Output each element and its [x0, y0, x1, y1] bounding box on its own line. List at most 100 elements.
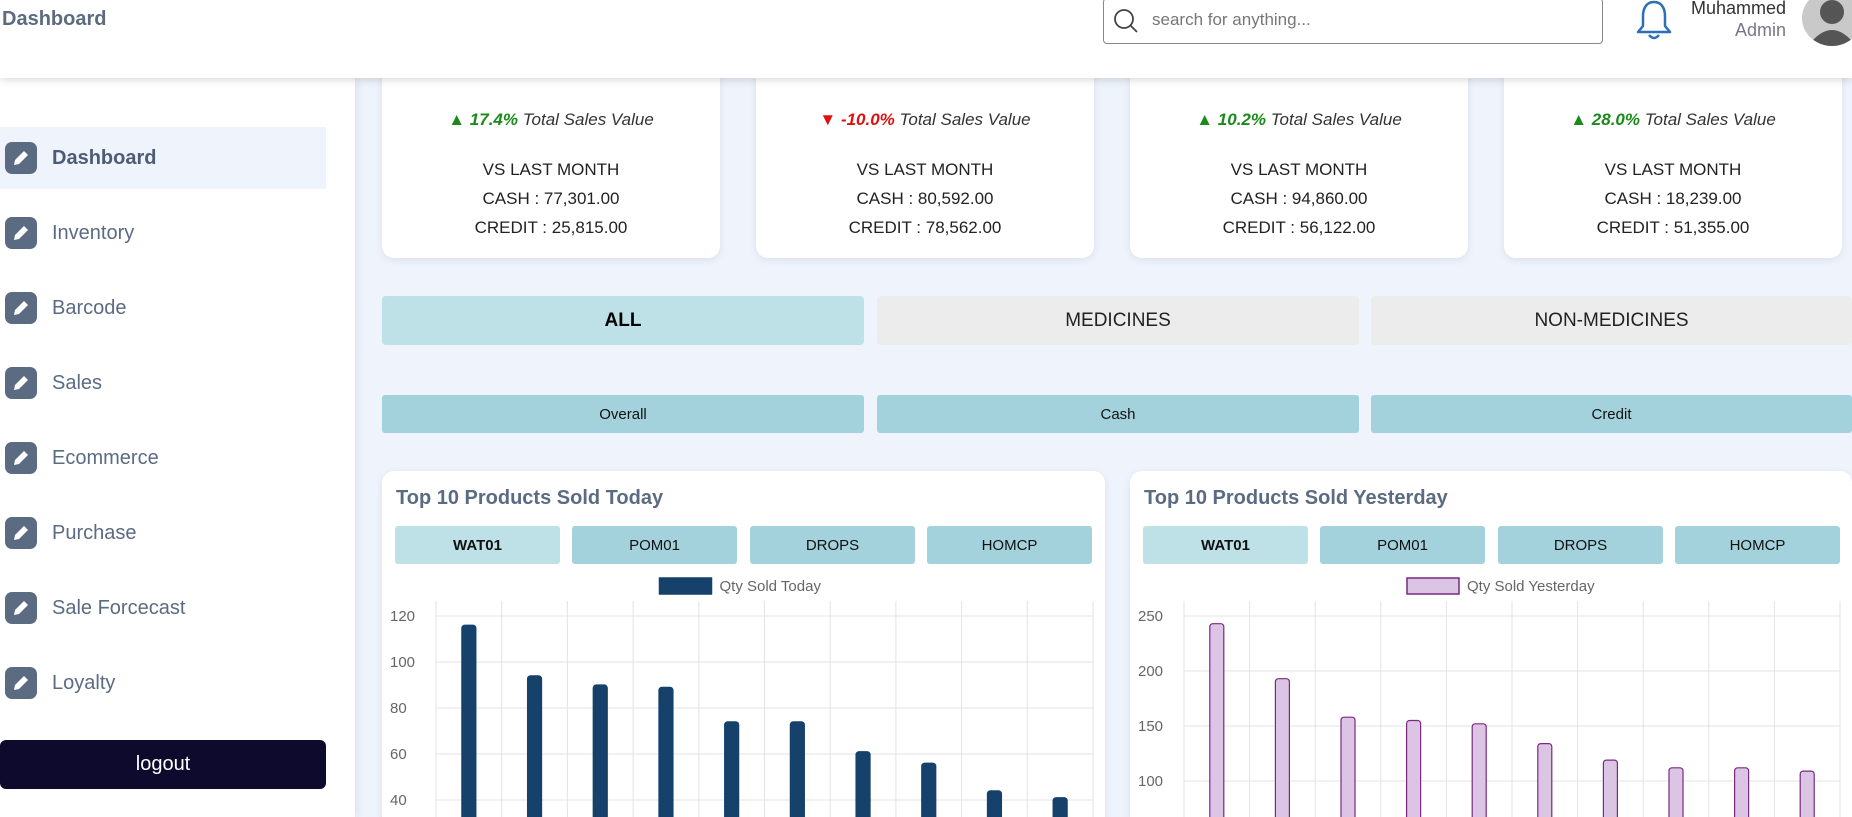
product-tab-drops[interactable]: DROPS	[750, 526, 915, 564]
bar	[1734, 767, 1750, 817]
sales-change: ▲ 10.2% Total Sales Value	[1130, 110, 1468, 130]
subtab-credit[interactable]: Credit	[1371, 395, 1852, 433]
chart-panel-yesterday: Top 10 Products Sold Yesterday WAT01 POM…	[1130, 471, 1852, 817]
edit-icon	[5, 592, 37, 624]
vs-label: VS LAST MONTH	[1230, 160, 1368, 179]
bar	[1274, 678, 1290, 817]
change-percent: 10.2%	[1217, 110, 1266, 129]
sidebar-item-loyalty[interactable]: Loyalty	[0, 652, 326, 714]
change-percent: 17.4%	[469, 110, 518, 129]
vs-label: VS LAST MONTH	[1604, 160, 1742, 179]
user-name: Muhammed	[1690, 0, 1786, 18]
search-icon	[1114, 9, 1138, 33]
y-tick-label: 60	[390, 746, 407, 763]
subtab-overall[interactable]: Overall	[382, 395, 864, 433]
change-label: Total Sales Value	[899, 110, 1031, 129]
stat-card: ▲ 10.2% Total Sales Value VS LAST MONTH …	[1130, 58, 1468, 258]
search-input[interactable]	[1152, 7, 1582, 33]
edit-icon	[5, 367, 37, 399]
y-tick-label: 150	[1138, 718, 1163, 735]
bar	[724, 721, 740, 817]
y-tick-label: 250	[1138, 608, 1163, 625]
product-tab-homcp[interactable]: HOMCP	[927, 526, 1092, 564]
bar	[1602, 759, 1618, 817]
cash-value: CASH : 94,860.00	[1230, 189, 1368, 208]
edit-icon	[5, 292, 37, 324]
product-tab-drops[interactable]: DROPS	[1498, 526, 1663, 564]
sidebar: Dashboard Inventory Barcode Sales Ecomme…	[0, 78, 355, 817]
bar	[1537, 743, 1553, 817]
avatar[interactable]	[1802, 0, 1852, 46]
credit-value: CREDIT : 51,355.00	[1596, 218, 1750, 237]
bar	[1340, 716, 1356, 817]
product-tab-wat01[interactable]: WAT01	[395, 526, 560, 564]
top-header: Dashboard Muhammed Admin	[0, 0, 1852, 78]
arrow-up-icon: ▲	[1570, 110, 1588, 129]
cash-value: CASH : 18,239.00	[1604, 189, 1742, 208]
product-tab-pom01[interactable]: POM01	[572, 526, 737, 564]
bar	[789, 721, 805, 817]
panel-title: Top 10 Products Sold Yesterday	[1144, 487, 1448, 509]
y-tick-label: 40	[390, 792, 407, 809]
bar	[1209, 623, 1225, 817]
sidebar-item-sale-forecast[interactable]: Sale Forcecast	[0, 577, 326, 639]
edit-icon	[5, 667, 37, 699]
product-tab-homcp[interactable]: HOMCP	[1675, 526, 1840, 564]
bar	[855, 751, 871, 817]
page-title: Dashboard	[2, 8, 107, 30]
arrow-up-icon: ▲	[448, 110, 466, 129]
sidebar-item-purchase[interactable]: Purchase	[0, 502, 326, 564]
credit-value: CREDIT : 78,562.00	[848, 218, 1002, 237]
bar	[658, 686, 674, 817]
vs-label: VS LAST MONTH	[482, 160, 620, 179]
sales-change: ▲ 28.0% Total Sales Value	[1504, 110, 1842, 130]
sidebar-item-label: Inventory	[52, 221, 135, 244]
sidebar-item-label: Barcode	[52, 296, 127, 319]
vs-label: VS LAST MONTH	[856, 160, 994, 179]
stat-card: ▲ 17.4% Total Sales Value VS LAST MONTH …	[382, 58, 720, 258]
sidebar-item-label: Sale Forcecast	[52, 596, 186, 619]
tab-medicines[interactable]: MEDICINES	[877, 296, 1359, 345]
bar-chart-today: Qty Sold Today 40 60 80 100 120	[390, 577, 1094, 817]
bar	[1799, 770, 1815, 817]
arrow-up-icon: ▲	[1196, 110, 1214, 129]
sidebar-item-label: Dashboard	[52, 146, 157, 169]
sidebar-item-label: Loyalty	[52, 671, 116, 694]
sidebar-item-barcode[interactable]: Barcode	[0, 277, 326, 339]
cash-value: CASH : 80,592.00	[856, 189, 994, 208]
search-box[interactable]	[1103, 0, 1603, 44]
product-tab-pom01[interactable]: POM01	[1320, 526, 1485, 564]
bell-icon[interactable]	[1633, 0, 1675, 42]
sidebar-item-inventory[interactable]: Inventory	[0, 202, 326, 264]
stat-card: ▲ 28.0% Total Sales Value VS LAST MONTH …	[1504, 58, 1842, 258]
credit-value: CREDIT : 56,122.00	[1222, 218, 1376, 237]
sidebar-item-ecommerce[interactable]: Ecommerce	[0, 427, 326, 489]
bar	[461, 624, 477, 817]
product-tab-wat01[interactable]: WAT01	[1143, 526, 1308, 564]
bar	[1052, 797, 1068, 817]
legend-label: Qty Sold Today	[720, 578, 822, 595]
credit-value: CREDIT : 25,815.00	[474, 218, 628, 237]
logout-button[interactable]: logout	[0, 740, 326, 789]
sidebar-item-label: Ecommerce	[52, 446, 159, 469]
subtab-cash[interactable]: Cash	[877, 395, 1359, 433]
edit-icon	[5, 442, 37, 474]
sidebar-item-dashboard[interactable]: Dashboard	[0, 127, 326, 189]
sidebar-item-label: Purchase	[52, 521, 137, 544]
legend-swatch	[1406, 577, 1460, 595]
legend-label: Qty Sold Yesterday	[1467, 578, 1595, 595]
edit-icon	[5, 517, 37, 549]
tab-non-medicines[interactable]: NON-MEDICINES	[1371, 296, 1852, 345]
bar	[1668, 767, 1684, 817]
panel-title: Top 10 Products Sold Today	[396, 487, 664, 509]
chart-panel-today: Top 10 Products Sold Today WAT01 POM01 D…	[382, 471, 1105, 817]
tab-all[interactable]: ALL	[382, 296, 864, 345]
bar	[986, 790, 1003, 817]
y-tick-label: 200	[1138, 663, 1163, 680]
bar	[921, 762, 937, 817]
user-role: Admin	[1734, 20, 1786, 40]
sidebar-item-sales[interactable]: Sales	[0, 352, 326, 414]
arrow-down-icon: ▼	[819, 110, 837, 129]
sales-change: ▲ 17.4% Total Sales Value	[382, 110, 720, 130]
bar	[526, 675, 543, 817]
